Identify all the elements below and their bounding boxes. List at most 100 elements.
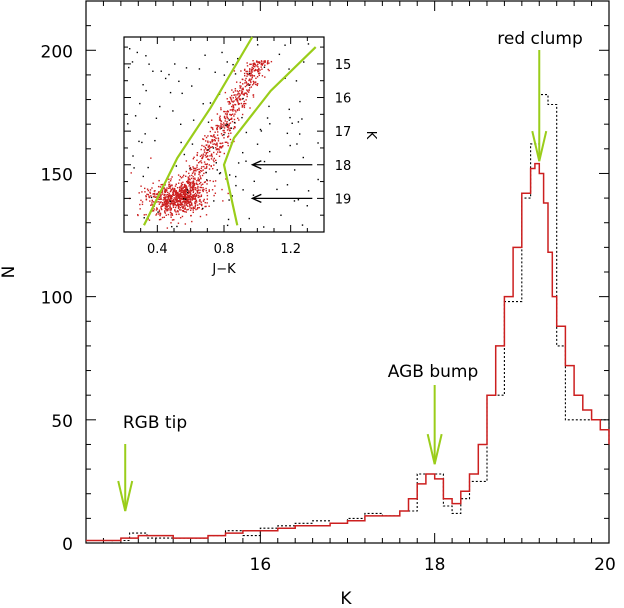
inset-point (228, 103, 230, 105)
inset-point (165, 202, 167, 205)
inset-point (220, 125, 222, 127)
inset-point (152, 193, 155, 195)
inset-point (182, 198, 185, 201)
inset-point (183, 195, 186, 197)
inset-point (246, 89, 248, 91)
inset-point (191, 196, 193, 199)
inset-point (228, 124, 230, 127)
inset-point (144, 133, 146, 135)
inset-point (255, 77, 257, 80)
inset-point (150, 157, 152, 159)
inset-point (212, 135, 214, 138)
inset-point (172, 202, 175, 205)
x-axis-label: K (340, 589, 352, 608)
x-tick-label: 20 (594, 555, 616, 575)
inset-point (152, 201, 155, 203)
inset-point (159, 213, 162, 215)
inset-point (194, 195, 196, 198)
inset-point (199, 177, 202, 179)
inset-point (171, 219, 174, 221)
inset-point (194, 202, 196, 205)
inset-point (243, 93, 245, 95)
inset-point (249, 83, 251, 86)
inset-point (229, 127, 232, 129)
inset-point (190, 193, 192, 195)
inset-point (207, 146, 210, 148)
inset-point (194, 204, 197, 207)
inset-point (196, 180, 198, 182)
inset-point (155, 117, 158, 119)
inset-point (195, 170, 197, 172)
inset-point (177, 192, 179, 194)
inset-point (184, 185, 186, 187)
inset-point (177, 206, 180, 209)
inset-point (170, 222, 172, 224)
inset-point (181, 191, 183, 194)
inset-point (199, 189, 201, 191)
inset-point (245, 70, 247, 73)
inset-point (151, 204, 153, 206)
inset-point (233, 118, 236, 121)
inset-point (220, 133, 223, 135)
annotation-arrow (117, 444, 134, 512)
inset-point (192, 181, 194, 183)
inset-point (238, 95, 241, 98)
inset-point (168, 185, 170, 187)
inset-point (163, 194, 165, 197)
inset-point (234, 88, 237, 90)
inset-point (157, 191, 160, 194)
inset-point (179, 217, 182, 219)
inset-point (190, 195, 192, 198)
inset-cmd: 0.4 0.8 1.2 15 16 17 18 19 J−K K (123, 36, 378, 277)
inset-point (224, 123, 226, 125)
inset-point (192, 176, 194, 178)
inset-point (192, 191, 195, 194)
inset-point (184, 198, 186, 200)
inset-point (223, 131, 225, 134)
inset-point (205, 187, 207, 190)
inset-point (195, 195, 197, 197)
inset-point (219, 146, 221, 149)
inset-point (170, 198, 173, 200)
inset-point (163, 193, 166, 196)
inset-point (169, 199, 171, 201)
inset-point (183, 200, 185, 203)
inset-points (127, 43, 319, 229)
inset-point (286, 132, 289, 135)
inset-point (187, 196, 189, 198)
inset-point (181, 204, 184, 206)
inset-point (164, 188, 167, 191)
inset-point (176, 194, 178, 197)
inset-point (216, 124, 219, 127)
inset-point (169, 206, 171, 209)
inset-point (200, 201, 202, 203)
inset-point (182, 176, 184, 178)
inset-point (221, 134, 224, 137)
inset-point (249, 75, 252, 77)
inset-point (197, 161, 200, 164)
inset-point (134, 115, 137, 117)
inset-point (203, 198, 205, 201)
inset-point (199, 175, 201, 177)
inset-point (167, 187, 170, 190)
inset-point (210, 153, 213, 155)
inset-point (191, 174, 193, 177)
inset-point (185, 186, 187, 188)
inset-point (150, 204, 152, 206)
inset-point (264, 64, 266, 66)
inset-point (239, 94, 242, 96)
inset-point (181, 189, 183, 191)
inset-point (128, 66, 130, 69)
inset-point (230, 98, 232, 100)
inset-point (248, 74, 250, 76)
inset-point (182, 187, 184, 190)
inset-point (192, 183, 194, 185)
inset-point (164, 212, 167, 214)
inset-point (261, 61, 263, 63)
inset-point (154, 196, 156, 198)
inset-point (209, 130, 211, 133)
inset-point (155, 214, 157, 216)
inset-point (242, 87, 244, 89)
inset-point (245, 99, 247, 101)
inset-point (210, 165, 212, 168)
